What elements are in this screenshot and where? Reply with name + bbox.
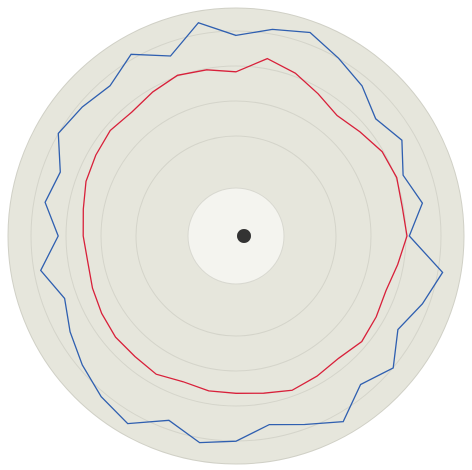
- ring: [100, 100, 372, 372]
- trace: [82, 57, 408, 394]
- ring: [65, 65, 407, 407]
- trace: [39, 21, 444, 444]
- hub: [187, 187, 285, 285]
- spindle: [237, 229, 251, 243]
- ring: [135, 135, 337, 337]
